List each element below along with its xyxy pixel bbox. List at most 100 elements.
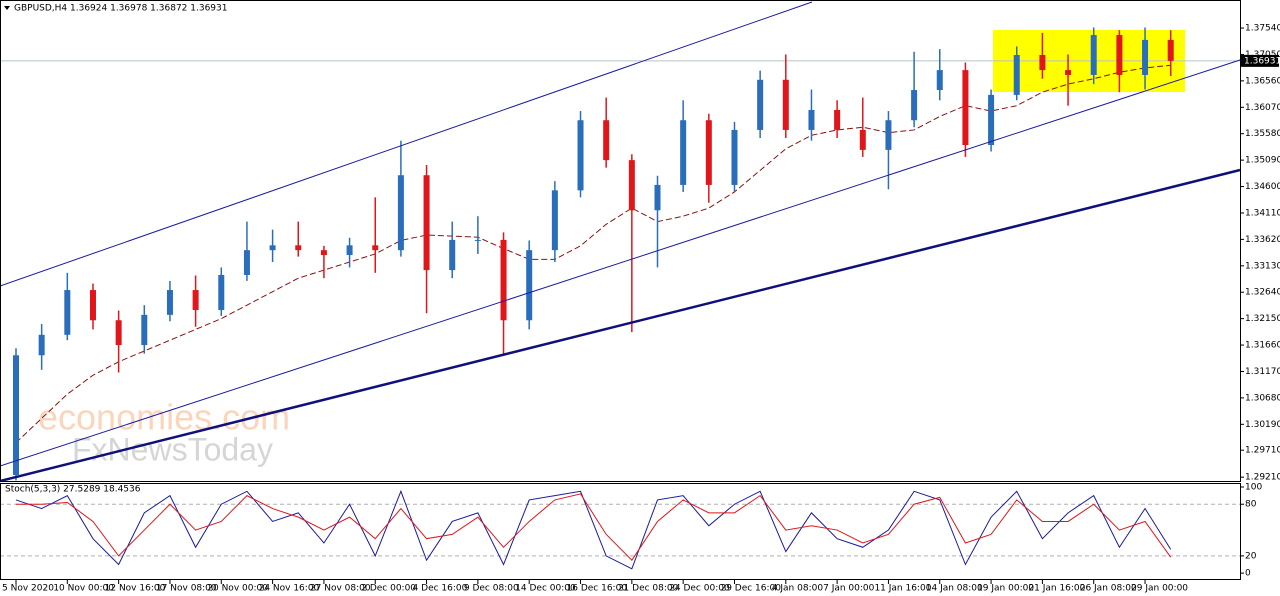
candle-body: [1116, 35, 1123, 75]
y-tick-label: 1.31660: [1245, 341, 1280, 351]
x-tick-label: 20 Nov 00:00: [207, 584, 268, 594]
candle-body: [320, 250, 327, 256]
x-tick-label: 16 Dec 16:00: [567, 584, 628, 594]
menu-arrow: [4, 6, 10, 10]
candle-body: [782, 79, 789, 130]
candle-body: [603, 120, 610, 161]
candle-body: [551, 190, 558, 251]
y-tick-label: 1.30190: [1245, 420, 1280, 430]
candle-body: [397, 175, 404, 251]
candle-body: [988, 94, 995, 146]
candle-body: [474, 239, 481, 241]
y-tick-label: 1.29710: [1245, 446, 1280, 456]
y-tick-label: 1.33130: [1245, 261, 1280, 271]
y-tick-label: 80: [1245, 500, 1257, 510]
x-tick-label: 29 Jan 00:00: [1131, 584, 1188, 594]
candle-body: [808, 109, 815, 130]
candle-body: [731, 129, 738, 185]
chart-title: GBPUSD,H4 1.36924 1.36978 1.36872 1.3693…: [14, 4, 227, 14]
y-tick-label: 1.32150: [1245, 314, 1280, 324]
watermark: economies.com: [38, 397, 290, 438]
candle-body: [1167, 39, 1174, 61]
stoch-line: [16, 493, 1172, 561]
x-tick-label: 24 Nov 16:00: [259, 584, 320, 594]
trend-line: [0, 168, 1241, 483]
candle-body: [13, 355, 19, 475]
x-tick-label: 10 Nov 00:00: [53, 584, 114, 594]
y-tick-label: 20: [1245, 551, 1257, 561]
x-tick-label: 9 Dec 08:00: [464, 584, 519, 594]
y-tick-label: 1.32640: [1245, 288, 1280, 298]
candle-body: [1065, 70, 1072, 75]
candle-body: [654, 184, 661, 211]
candle-body: [1090, 35, 1097, 75]
candle-body: [346, 245, 353, 256]
x-tick-label: 5 Nov 2020: [2, 584, 54, 594]
x-tick-label: 24 Dec 00:00: [669, 584, 730, 594]
y-tick-label: 1.30680: [1245, 393, 1280, 403]
y-tick-label: 100: [1245, 483, 1262, 493]
x-tick-label: 4 Dec 16:00: [413, 584, 468, 594]
candle-body: [526, 250, 533, 321]
x-tick-label: 19 Jan 00:00: [977, 584, 1034, 594]
candle-body: [628, 160, 635, 211]
x-tick-label: 27 Nov 08:00: [310, 584, 371, 594]
y-tick-label: 1.36560: [1245, 76, 1280, 86]
x-tick-label: 12 Nov 16:00: [105, 584, 166, 594]
candle-body: [577, 120, 584, 191]
moving-average: [15, 64, 1171, 444]
y-tick-label: 1.31170: [1245, 367, 1280, 377]
candle-body: [911, 90, 918, 121]
stoch-frame: [0, 483, 1241, 580]
candle-body: [859, 129, 866, 150]
x-tick-label: 2 Dec 00:00: [361, 584, 416, 594]
candle-body: [64, 290, 71, 335]
candle-body: [705, 120, 712, 185]
candle-body: [936, 70, 943, 91]
candle-body: [192, 290, 199, 311]
candle-body: [680, 120, 687, 185]
candle-body: [834, 109, 841, 130]
candle-body: [243, 250, 250, 275]
y-tick-label: 1.34110: [1245, 208, 1280, 218]
candle-body: [295, 245, 302, 251]
candle-body: [372, 245, 379, 251]
candle-body: [218, 274, 225, 311]
x-tick-label: 29 Dec 16:00: [720, 584, 781, 594]
x-tick-label: 14 Jan 08:00: [926, 584, 983, 594]
x-tick-label: 4 Jan 08:00: [772, 584, 824, 594]
candle-body: [115, 320, 122, 346]
x-tick-label: 14 Dec 00:00: [515, 584, 576, 594]
candle-body: [962, 70, 969, 146]
x-tick-label: 11 Jan 16:00: [874, 584, 931, 594]
x-tick-label: 21 Jan 16:00: [1028, 584, 1085, 594]
y-tick-label: 1.35090: [1245, 156, 1280, 166]
x-tick-label: 17 Nov 08:00: [156, 584, 217, 594]
candle-body: [885, 120, 892, 150]
y-tick-label: 1.35580: [1245, 129, 1280, 139]
last-price-label: 1.36931: [1244, 56, 1280, 66]
y-tick-label: 1.34600: [1245, 182, 1280, 192]
candle-body: [1142, 39, 1149, 75]
candle-body: [449, 239, 456, 271]
candle-body: [89, 290, 96, 321]
y-tick-label: 1.36070: [1245, 103, 1280, 113]
channel-line: [0, 59, 1241, 467]
y-tick-label: 1.29210: [1245, 473, 1280, 483]
candle-body: [38, 334, 45, 356]
candle-body: [1013, 54, 1020, 95]
x-tick-label: 26 Jan 08:00: [1080, 584, 1137, 594]
y-tick-label: 0: [1245, 569, 1251, 579]
candle-body: [757, 79, 764, 130]
y-tick-label: 1.37540: [1245, 24, 1280, 34]
indicator-title: Stoch(5,3,3) 27.5289 18.4536: [5, 485, 141, 495]
channel-line: [0, 1, 813, 287]
y-tick-label: 1.33620: [1245, 235, 1280, 245]
last-price-box: [1241, 54, 1279, 67]
candle-body: [1039, 54, 1046, 71]
x-tick-label: 7 Jan 00:00: [823, 584, 875, 594]
candle-body: [423, 175, 430, 271]
candle-body: [500, 239, 507, 321]
candle-body: [166, 290, 173, 315]
